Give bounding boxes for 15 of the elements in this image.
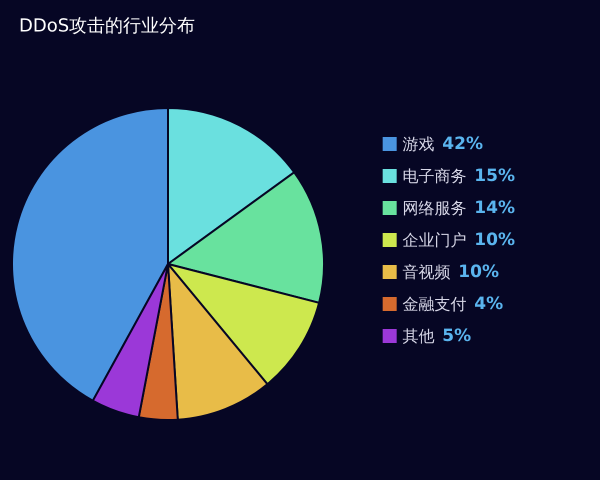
legend-label: 电子商务 [402, 166, 467, 186]
data-label: 4% [474, 294, 504, 314]
legend-label: 网络服务 [402, 198, 467, 218]
data-label: 14% [474, 198, 516, 218]
data-label: 15% [474, 166, 516, 186]
legend-label: 其他 [402, 326, 435, 346]
data-label: 10% [474, 230, 516, 250]
data-label: 10% [458, 262, 500, 282]
legend-label: 企业门户 [402, 230, 467, 250]
legend-label: 游戏 [402, 134, 435, 154]
chart-title: DDoS攻击的行业分布 [19, 16, 196, 36]
data-label: 42% [442, 134, 484, 154]
legend-label: 金融支付 [402, 294, 467, 314]
legend-label: 音视频 [402, 262, 451, 282]
data-label: 5% [442, 326, 472, 346]
